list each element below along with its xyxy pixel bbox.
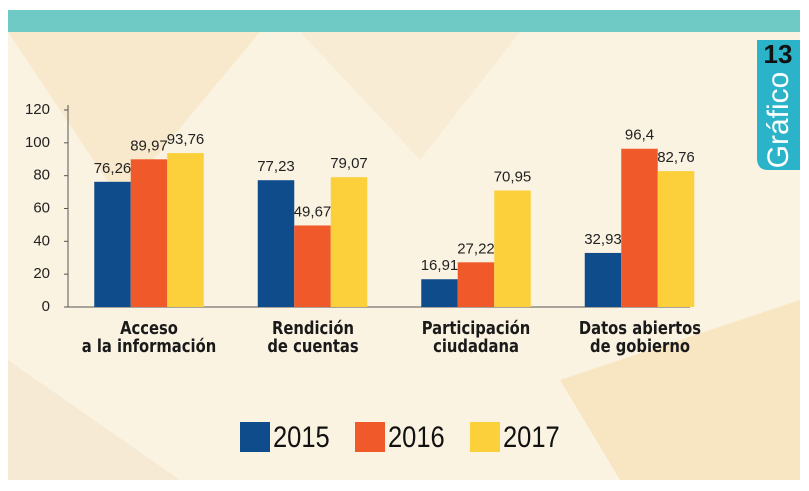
value-label: 70,95 [494,168,532,185]
y-tick-label: 120 [25,101,50,118]
legend-label: 2015 [273,420,330,453]
legend-label: 2017 [503,420,560,453]
legend-label: 2016 [388,420,445,453]
chart: 13 Gráfico 0 20 40 60 80 100 120 76,26 89,9793,7… [0,0,809,491]
bar [458,262,495,307]
bar [131,159,168,307]
bar [94,182,131,307]
value-label: 76,26 [94,160,132,177]
legend-swatch [240,422,270,452]
top-band [8,10,800,32]
value-label: 49,67 [294,203,332,220]
y-tick-label: 20 [33,265,50,282]
y-tick-label: 100 [25,134,50,151]
value-label: 77,23 [257,158,295,175]
badge-number: 13 [764,39,793,69]
bar [294,225,331,307]
bar [167,153,204,307]
value-label: 82,76 [657,149,695,166]
bar [421,279,458,307]
value-label: 79,07 [330,155,368,172]
value-label: 93,76 [167,131,205,148]
bar [585,253,622,307]
badge-label: Gráfico [762,72,795,169]
value-label: 27,22 [457,240,495,257]
value-label: 96,4 [625,127,654,144]
bar [494,191,531,307]
bar [658,171,695,307]
y-tick-label: 80 [33,167,50,184]
y-tick-label: 0 [42,298,50,315]
value-label: 89,97 [130,137,168,154]
x-tick-label: Rendición de cuentas [239,320,387,356]
y-tick-label: 40 [33,232,50,249]
value-label: 16,91 [421,257,459,274]
bar [331,177,368,307]
legend-swatch [470,422,500,452]
bar [621,149,658,307]
value-label: 32,93 [584,231,622,248]
page: 13 Gráfico 0 20 40 60 80 100 120 76,26 89,9793,7… [0,0,809,491]
legend-swatch [355,422,385,452]
x-tick-label: Acceso a la información [75,320,223,356]
x-tick-label: Datos abiertos de gobierno [566,320,714,356]
bar [258,180,295,307]
y-tick-label: 60 [33,199,50,216]
x-tick-label: Participación ciudadana [402,320,550,356]
